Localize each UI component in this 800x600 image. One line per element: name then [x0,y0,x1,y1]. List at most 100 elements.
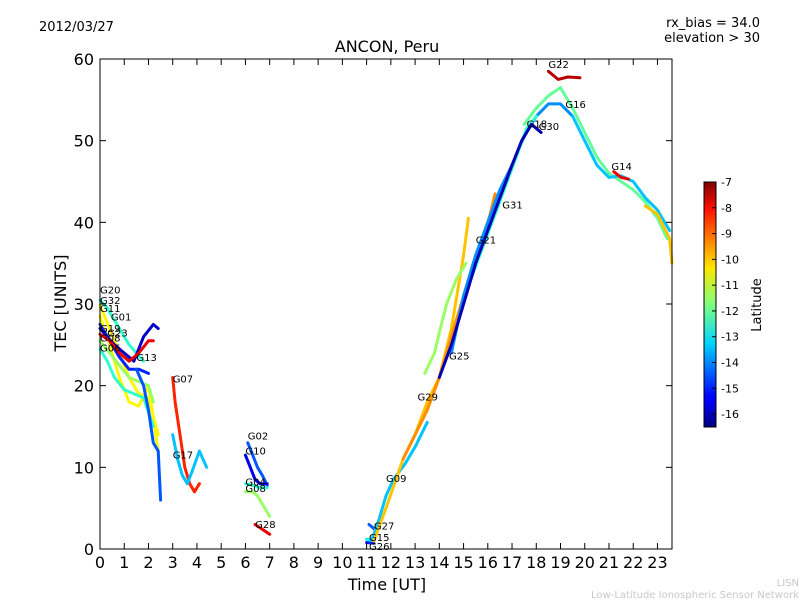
date-label: 2012/03/27 [39,20,114,35]
x-tick-label: 4 [192,553,202,572]
y-tick-label: 40 [74,213,94,232]
x-tick-label: 0 [95,553,105,572]
sat-label-g09-19: G09 [386,474,406,485]
x-tick-label: 10 [332,553,352,572]
sat-label-g25-21: G25 [449,352,469,363]
series-layer [98,69,674,545]
y-tick-label: 0 [84,540,94,559]
sat-label-g01-3: G01 [111,312,131,323]
series-g16-27 [522,86,669,241]
x-tick-label: 2 [143,553,153,572]
x-tick-label: 8 [289,553,299,572]
colorbar-tick-label: -13 [721,331,739,344]
x-tick-label: 11 [356,553,376,572]
sat-label-g28-15: G28 [255,520,275,531]
series-g18-24 [469,114,538,281]
sat-label-g17-10: G17 [173,450,193,461]
series-g04-13 [243,482,269,490]
series-g23-5 [98,332,155,363]
series-g13-8 [134,367,163,502]
y-tick-label: 50 [74,132,94,151]
x-axis-label: Time [UT] [347,575,426,594]
sat-label-g21-22: G21 [476,236,496,247]
colorbar-tick-label: -11 [721,279,739,292]
x-tick-label: 17 [502,553,522,572]
y-axis-label: TEC [UNITS] [51,255,70,353]
sat-label-g14-28: G14 [611,162,631,173]
sat-label-g32-1: G32 [100,296,120,307]
x-tick-label: 19 [550,553,570,572]
sat-label-g27-16: G27 [374,521,394,532]
x-tick-label: 22 [623,553,643,572]
sat-label-g20-0: G20 [100,285,120,296]
colorbar-tick-label: -14 [721,357,739,370]
y-ticks: 0 10 20 30 40 50 60 [74,50,672,559]
x-tick-label: 16 [478,553,498,572]
x-tick-label: 6 [240,553,250,572]
sat-label-g08-14: G08 [245,484,265,495]
elevation-label: elevation > 30 [664,31,760,46]
x-tick-label: 18 [526,553,546,572]
sat-label-g31-23: G31 [502,200,522,211]
sat-label-g08-6: G08 [100,334,120,345]
sat-label-g10-12: G10 [245,446,265,457]
series-g27-16 [367,523,376,531]
series-g17-10 [171,433,209,486]
series-g09-19 [370,420,429,543]
x-tick-label: 12 [381,553,401,572]
sat-label-g07-9: G07 [173,374,193,385]
colorbar-tick-label: -16 [721,408,739,421]
series-g30-25 [437,122,543,379]
series-g28-15 [253,523,272,536]
sat-label-g29-20: G29 [418,392,438,403]
sat-label-g11-2: G11 [100,304,120,315]
sat-label-g13-8: G13 [136,353,156,364]
credit-long: Low-Latitude Ionospheric Sensor Network [591,590,799,600]
series-g25-21 [423,261,468,375]
sat-label-g19-4: G19 [100,324,120,335]
rx-bias-label: rx_bias = 34.0 [666,16,760,31]
series-g19-4 [98,322,160,363]
series-g08-6 [98,339,155,404]
x-tick-label: 20 [575,553,595,572]
series-g22-26 [546,69,582,81]
sat-label-g30-25: G30 [539,122,559,133]
x-tick-label: 9 [313,553,323,572]
series-g07-9 [171,376,201,494]
colorbar-tick-label: -9 [721,228,732,241]
colorbar-tick-label: -8 [721,202,732,215]
series-g05-30 [643,204,674,265]
y-tick-label: 30 [74,295,94,314]
x-tick-label: 13 [405,553,425,572]
colorbar [703,181,717,428]
x-tick-label: 15 [453,553,473,572]
chart-title: ANCON, Peru [335,37,439,56]
x-tick-label: 23 [647,553,667,572]
x-tick-label: 14 [429,553,449,572]
x-tick-label: 1 [119,553,129,572]
series-g26-18 [365,541,376,545]
sat-label-g04-13: G04 [245,477,265,488]
y-tick-label: 60 [74,50,94,69]
series-g10-12 [243,453,269,486]
series-g14b-29 [612,170,630,181]
series-g08-14 [243,490,272,518]
x-tick-label: 21 [599,553,619,572]
x-tick-label: 7 [265,553,275,572]
sat-label-g16-27: G16 [565,100,585,111]
colorbar-tick-label: -12 [721,305,739,318]
colorbar-ticks: -7 -8 -9 -10 -11 -12 -13 -14 -15 -16 [712,176,739,421]
colorbar-tick-label: -15 [721,382,739,395]
sat-label-g23-5: G23 [107,329,127,340]
y-tick-label: 10 [74,458,94,477]
x-tick-label: 3 [168,553,178,572]
satellite-labels: G20G32G11G01G19G23G08G06G13G07G17G02G10G… [100,60,632,553]
series-g21-22 [401,192,497,461]
sat-label-g06-7: G06 [100,343,120,354]
x-tick-label: 5 [216,553,226,572]
series-g02-11 [246,441,269,487]
series-g31-23 [449,102,575,355]
x-ticks: 0 1 2 3 4 5 6 7 8 9 10 11 12 13 14 15 16 17 18 19 20 21 22 23 [95,59,668,572]
colorbar-label: Latitude [750,278,765,332]
